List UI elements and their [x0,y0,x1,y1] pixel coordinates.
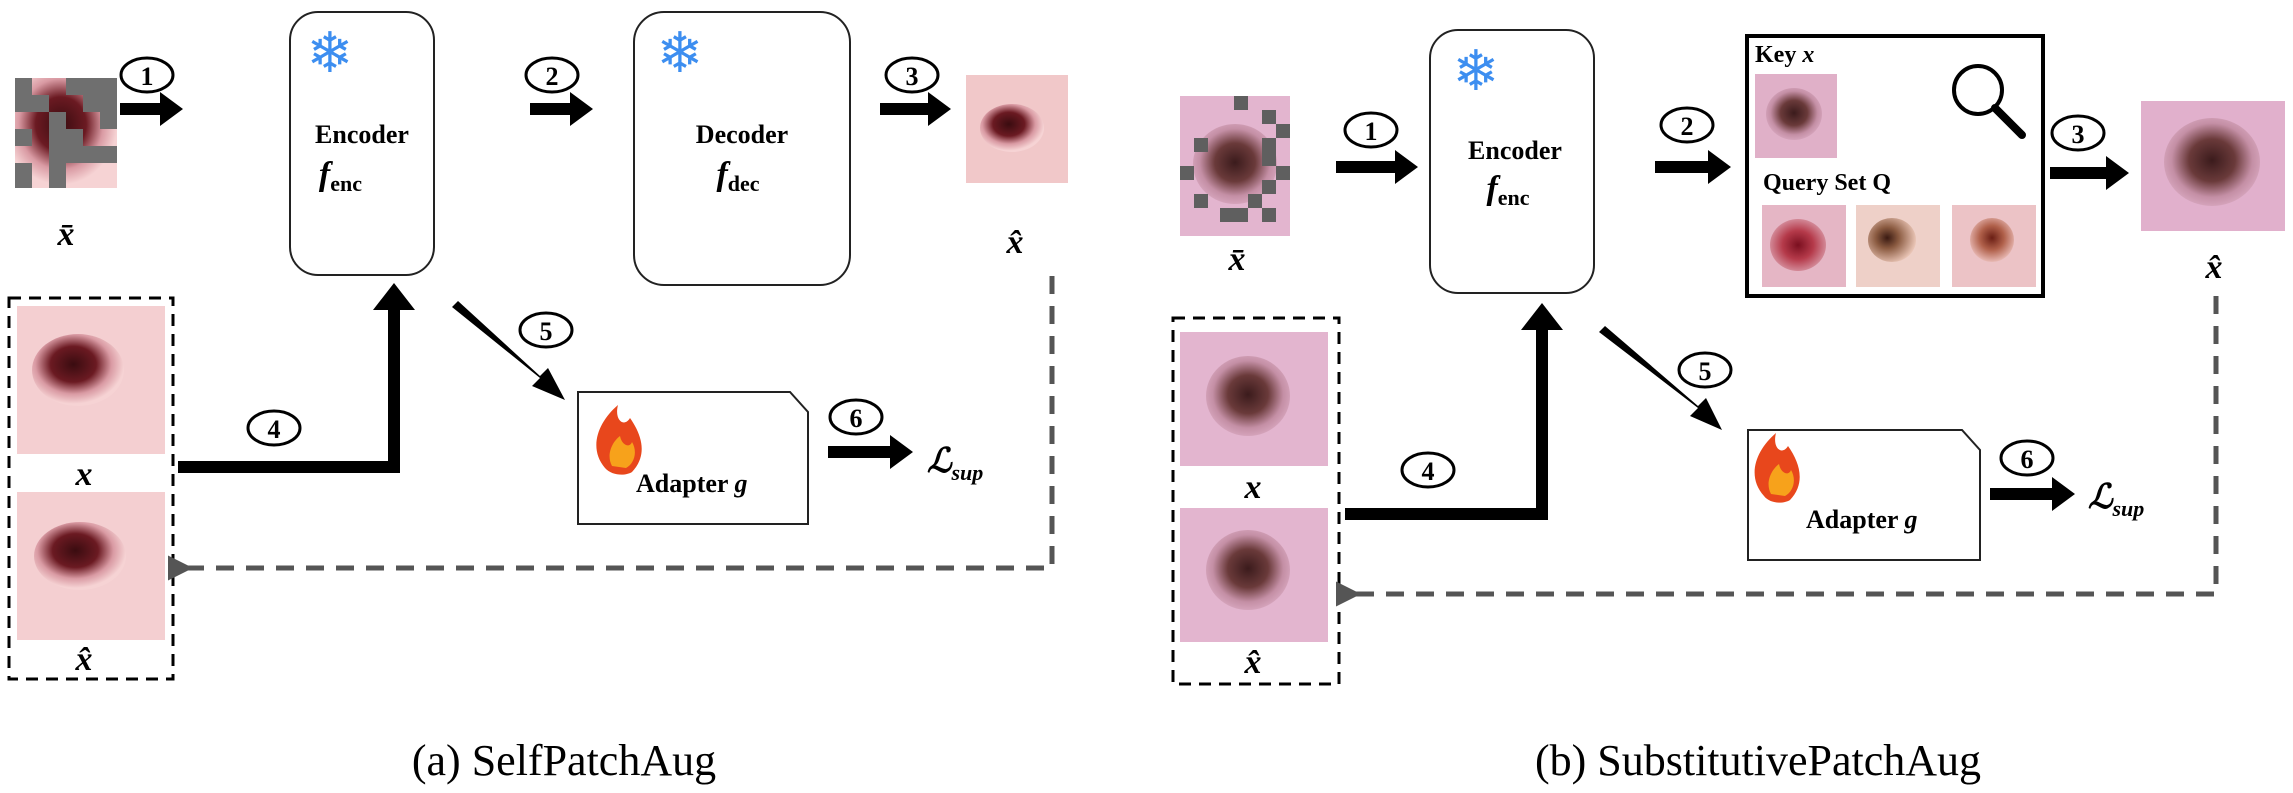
svg-text:1: 1 [141,62,154,91]
encoder-symbol: fenc [1486,170,1529,210]
decoder-symbol: fdec [716,156,759,196]
arrow-2 [1655,150,1731,184]
arrow-1 [1336,150,1418,184]
step-3-badge: 3 [884,56,940,94]
masked-input-image [1180,96,1290,236]
reconstructed-output-image [2141,101,2285,231]
loss-label: ℒsup [2088,479,2144,521]
arrow-6 [1990,477,2075,511]
original-label: x [75,456,93,493]
step-1-badge: 1 [1343,111,1399,149]
arrow-5 [1599,326,1722,430]
encoder-box [289,11,435,276]
svg-text:6: 6 [2021,445,2034,474]
step-3-badge: 3 [2050,114,2106,152]
output-label: x̂ [1006,224,1024,261]
magnifier-icon [1952,64,2026,139]
augmented-image [1180,508,1328,642]
encoder-box [1429,29,1595,294]
encoder-title: Encoder [315,120,409,149]
arrow-1 [120,92,183,126]
panel-b: x̄ 1 ❄ Encoder fenc 2 Key x Query Set Q [1171,29,2285,785]
step-5-badge: 5 [518,311,574,349]
reconstructed-output-image [966,75,1068,183]
caption-b: (b) SubstitutivePatchAug [1535,736,1981,785]
original-label: x [1244,469,1262,506]
arrow-4 [178,283,415,473]
step-2-badge: 2 [524,56,580,94]
svg-text:3: 3 [906,62,919,91]
adapter-box [1747,429,1981,561]
step-4-badge: 4 [246,409,302,447]
output-label: x̂ [2205,249,2223,286]
snowflake-icon: ❄ [1453,39,1500,104]
image-pair-box [7,296,175,681]
query-set-label: Query Set Q [1763,170,1891,196]
arrow-4 [1345,303,1563,520]
step-5-badge: 5 [1677,351,1733,389]
feedback-arrow [1336,296,2219,607]
step-2-badge: 2 [1659,106,1715,144]
masked-input-label: x̄ [57,216,75,253]
svg-text:4: 4 [268,415,281,444]
original-image [1180,332,1328,466]
svg-text:5: 5 [1699,357,1712,386]
encoder-title: Encoder [1468,136,1562,165]
query-image-1 [1762,205,1846,287]
arrow-5 [452,301,565,400]
arrow-6 [828,435,913,469]
step-1-badge: 1 [119,56,175,94]
svg-text:1: 1 [1365,117,1378,146]
key-label: Key x [1755,42,1814,68]
arrow-3 [2050,156,2129,190]
arrow-2 [530,92,593,126]
adapter-label: Adapter g [636,469,747,498]
step-4-badge: 4 [1400,451,1456,489]
adapter-box [577,391,809,525]
query-image-3 [1952,205,2036,287]
arrow-3 [880,92,951,126]
svg-text:5: 5 [540,317,553,346]
panel-a: x̄ 1 ❄ Encoder fenc 2 ❄ Decoder fdec 3 [7,11,1068,785]
feedback-arrow [168,276,1055,581]
augmented-label: x̂ [75,641,93,678]
flame-icon [1754,433,1800,503]
key-image [1755,74,1837,158]
adapter-label: Adapter g [1806,505,1917,534]
masked-input-image [15,78,117,188]
step-6-badge: 6 [828,398,884,436]
query-image-2 [1856,205,1940,287]
snowflake-icon: ❄ [657,21,704,86]
decoder-title: Decoder [696,120,788,149]
decoder-box [633,11,851,286]
augmented-label: x̂ [1244,644,1262,681]
augmented-image [17,492,165,640]
snowflake-icon: ❄ [307,21,354,86]
svg-text:2: 2 [1681,112,1694,141]
svg-text:3: 3 [2072,120,2085,149]
loss-label: ℒsup [927,443,983,485]
masked-input-label: x̄ [1228,241,1246,278]
caption-a: (a) SelfPatchAug [412,736,716,785]
svg-text:4: 4 [1422,457,1435,486]
image-pair-box [1171,316,1341,686]
original-image [17,306,165,454]
step-6-badge: 6 [1999,439,2055,477]
encoder-symbol: fenc [319,156,362,196]
svg-text:2: 2 [546,62,559,91]
svg-text:6: 6 [850,404,863,433]
flame-icon [596,405,642,475]
